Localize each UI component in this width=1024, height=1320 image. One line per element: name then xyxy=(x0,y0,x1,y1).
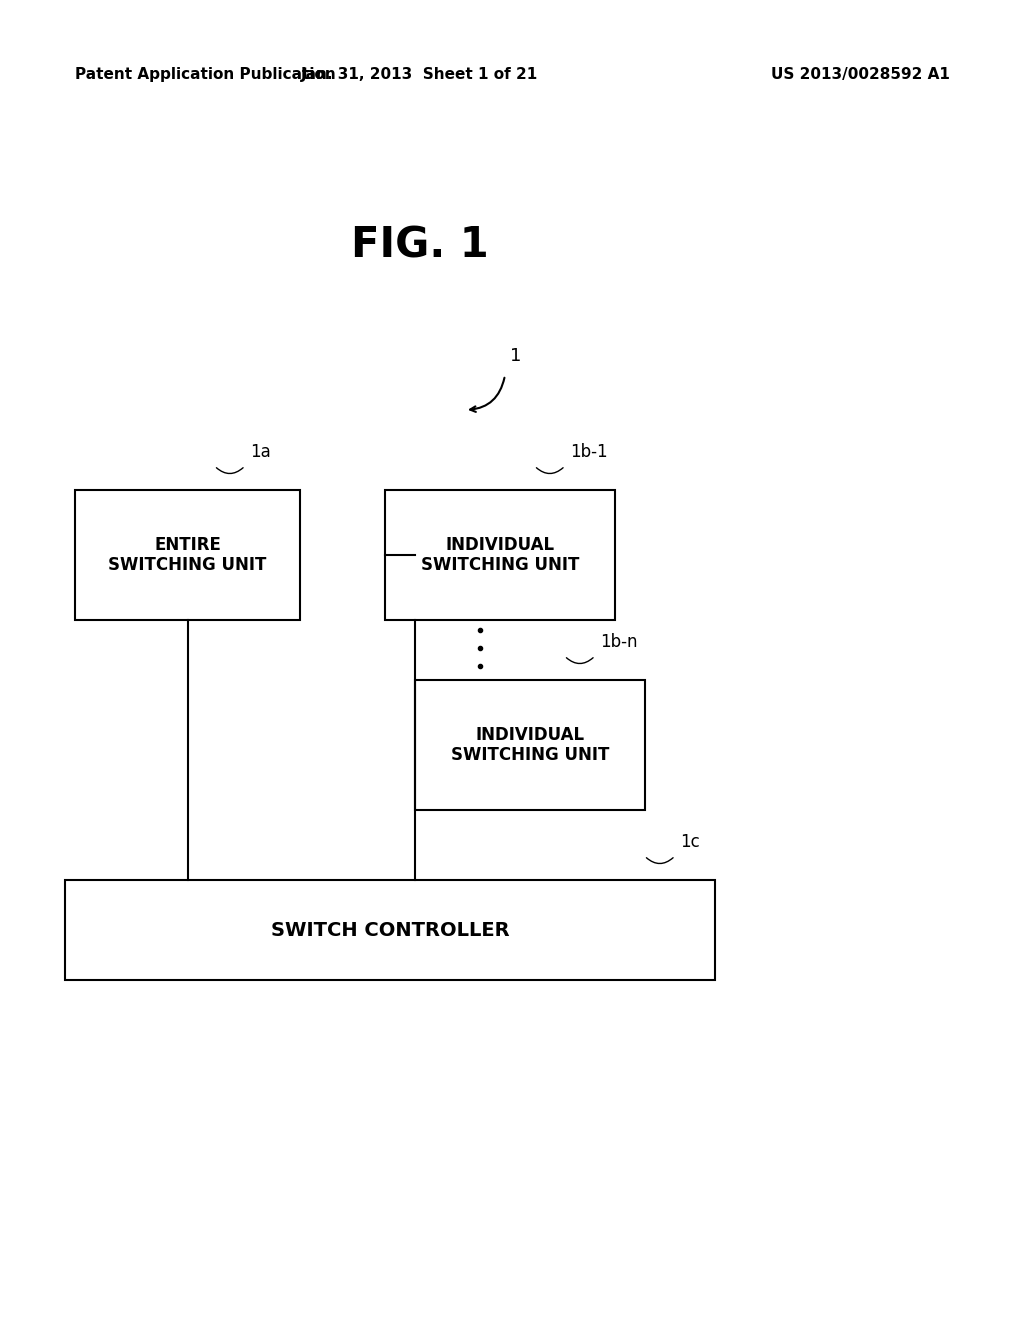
Text: 1b-1: 1b-1 xyxy=(570,442,608,461)
Bar xyxy=(385,490,615,620)
Bar xyxy=(415,680,645,810)
Bar xyxy=(65,880,715,979)
Text: FIG. 1: FIG. 1 xyxy=(351,224,488,267)
Text: 1: 1 xyxy=(510,347,521,366)
Text: 1b-n: 1b-n xyxy=(600,632,638,651)
Text: 1c: 1c xyxy=(680,833,700,850)
Text: US 2013/0028592 A1: US 2013/0028592 A1 xyxy=(771,67,950,82)
Text: 1a: 1a xyxy=(250,442,271,461)
Bar xyxy=(75,490,300,620)
Text: SWITCH CONTROLLER: SWITCH CONTROLLER xyxy=(270,920,509,940)
Text: INDIVIDUAL
SWITCHING UNIT: INDIVIDUAL SWITCHING UNIT xyxy=(421,536,580,574)
Text: Jan. 31, 2013  Sheet 1 of 21: Jan. 31, 2013 Sheet 1 of 21 xyxy=(301,67,539,82)
Text: ENTIRE
SWITCHING UNIT: ENTIRE SWITCHING UNIT xyxy=(109,536,266,574)
Text: INDIVIDUAL
SWITCHING UNIT: INDIVIDUAL SWITCHING UNIT xyxy=(451,726,609,764)
Text: Patent Application Publication: Patent Application Publication xyxy=(75,67,336,82)
